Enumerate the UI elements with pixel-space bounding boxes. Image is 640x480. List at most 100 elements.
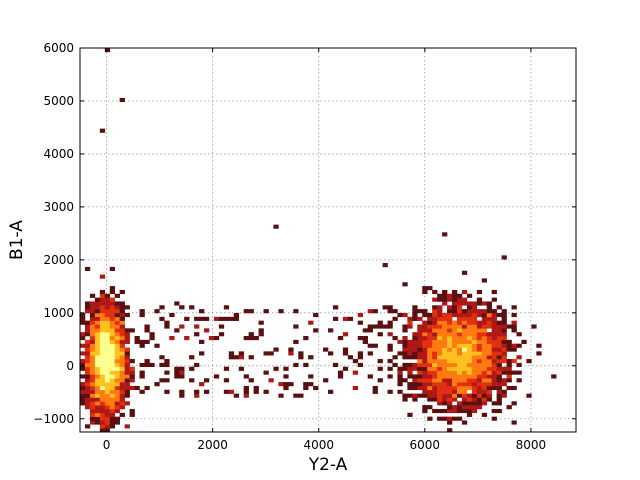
density-cell	[99, 401, 106, 406]
density-cell	[437, 309, 443, 314]
density-cell	[213, 336, 220, 341]
density-cell	[422, 405, 428, 410]
density-cell	[447, 328, 453, 333]
density-cell	[94, 401, 101, 406]
density-cell	[461, 297, 468, 302]
density-cell	[109, 397, 116, 402]
density-cell	[288, 382, 294, 387]
axis-ticks: 0 2000 4000 6000 8000 −1000 0 1000 2000 3000 4000 5…	[33, 41, 576, 452]
density-cell	[461, 301, 468, 306]
density-cell	[89, 293, 96, 298]
density-cell	[456, 359, 463, 364]
density-cell	[119, 401, 125, 406]
density-cell	[313, 328, 319, 333]
density-cell	[104, 336, 111, 341]
density-cell	[104, 424, 111, 429]
density-cell	[223, 378, 230, 383]
density-cell	[437, 416, 443, 421]
density-cell	[84, 405, 91, 410]
density-cell	[432, 397, 438, 402]
density-cell	[99, 393, 106, 398]
density-cell	[456, 343, 463, 348]
density-cell	[452, 382, 458, 387]
density-cell	[501, 316, 507, 321]
density-cell	[466, 362, 473, 368]
density-cell	[456, 324, 463, 329]
density-cell	[461, 316, 468, 321]
density-cell	[367, 324, 373, 329]
density-cell	[481, 370, 488, 375]
density-cell	[456, 309, 463, 314]
plot-frame	[79, 47, 577, 433]
density-cell	[164, 378, 170, 383]
density-cell	[496, 347, 502, 352]
density-cell	[80, 336, 86, 341]
density-cell	[427, 336, 433, 341]
density-cell	[119, 389, 125, 394]
density-cell	[99, 428, 106, 433]
density-cell	[422, 309, 428, 314]
density-cell	[104, 428, 111, 433]
density-cell	[124, 305, 130, 310]
density-cell	[496, 408, 502, 414]
density-cell	[159, 378, 165, 383]
density-cell	[496, 385, 502, 391]
density-cell	[422, 339, 428, 344]
density-cell	[461, 401, 468, 406]
density-cell	[402, 355, 408, 360]
density-cell	[476, 347, 483, 352]
density-cell	[461, 270, 468, 275]
density-cell	[496, 332, 502, 337]
density-cell	[109, 355, 116, 360]
density-cell	[461, 332, 468, 337]
density-cell	[104, 347, 111, 352]
density-cell	[80, 397, 86, 402]
density-cell	[437, 332, 443, 337]
density-cell	[491, 289, 497, 295]
density-cell	[456, 316, 463, 321]
density-cell	[352, 370, 359, 375]
density-cell	[486, 374, 492, 379]
density-cell	[452, 297, 458, 302]
density-cell	[437, 347, 443, 352]
density-cell	[94, 332, 101, 337]
density-cell	[461, 312, 468, 318]
density-cell	[114, 347, 120, 352]
density-cell	[476, 297, 483, 302]
density-cell	[104, 316, 111, 321]
density-cell	[109, 339, 116, 344]
density-cell	[402, 312, 408, 318]
density-cell	[476, 343, 483, 348]
density-cell	[357, 355, 364, 360]
density-cell	[99, 343, 106, 348]
density-cell	[471, 366, 478, 371]
density-cell	[466, 401, 473, 406]
density-cell	[486, 366, 492, 371]
density-cell	[466, 305, 473, 310]
density-cell	[89, 332, 96, 337]
density-cell	[94, 351, 101, 356]
density-cell	[114, 351, 120, 356]
density-cell	[109, 389, 116, 394]
density-cell	[496, 401, 502, 406]
density-cell	[447, 336, 453, 341]
density-cell	[144, 385, 150, 391]
density-cell	[80, 374, 86, 379]
density-cell	[402, 397, 408, 402]
density-cell	[89, 382, 96, 387]
density-cell	[496, 382, 502, 387]
density-cell	[109, 382, 116, 387]
density-cell	[447, 401, 453, 406]
density-cell	[243, 336, 249, 341]
density-cell	[481, 309, 488, 314]
density-cell	[447, 405, 453, 410]
density-cell	[427, 355, 433, 360]
density-cell	[447, 382, 453, 387]
density-cell	[119, 320, 125, 325]
density-cell	[233, 393, 240, 398]
density-cell	[471, 336, 478, 341]
density-cell	[114, 374, 120, 379]
density-cell	[442, 347, 448, 352]
density-cell	[481, 343, 488, 348]
density-cell	[466, 309, 473, 314]
